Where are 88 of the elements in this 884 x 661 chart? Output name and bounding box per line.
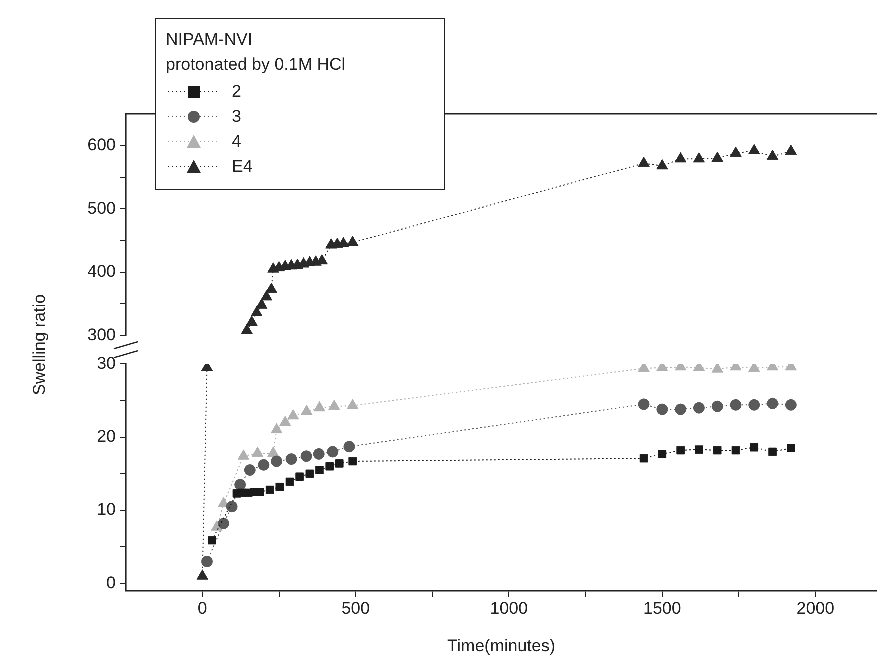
point [218, 518, 230, 530]
point [767, 398, 779, 410]
point [344, 441, 356, 453]
point [768, 448, 777, 456]
point [286, 454, 298, 466]
point [276, 482, 284, 492]
point [712, 152, 724, 162]
point [300, 405, 313, 416]
point [327, 446, 339, 458]
point [241, 324, 253, 334]
y-tick-label: 0 [106, 573, 116, 592]
point [675, 404, 687, 416]
point [676, 446, 685, 455]
point [785, 399, 797, 411]
point [638, 364, 650, 372]
x-tick-label: 2000 [796, 598, 835, 618]
point [238, 450, 250, 460]
point [280, 416, 292, 426]
point [270, 423, 283, 434]
point [208, 536, 216, 545]
point [656, 159, 668, 170]
point [748, 144, 760, 154]
point [658, 450, 667, 458]
point [750, 443, 759, 452]
point [271, 456, 283, 468]
point [266, 486, 274, 494]
point [266, 282, 278, 294]
point [286, 478, 294, 486]
y-tick-label: 600 [88, 136, 116, 155]
point [638, 156, 650, 168]
point [244, 464, 256, 476]
point [326, 462, 334, 471]
y-tick-label: 500 [88, 198, 116, 218]
point [287, 409, 300, 420]
point [226, 501, 238, 513]
y-tick-label: 30 [97, 354, 116, 373]
point [313, 448, 325, 460]
point [348, 457, 357, 466]
x-axis-title: Time(minutes) [448, 636, 556, 656]
point [246, 316, 258, 326]
x-tick-label: 0 [198, 598, 208, 618]
y-axis-title: Swelling ratio [30, 294, 50, 396]
point [296, 472, 304, 482]
point [346, 236, 359, 246]
point [712, 364, 724, 373]
point [201, 556, 213, 568]
point [256, 298, 268, 309]
point [346, 399, 359, 410]
point [712, 400, 724, 412]
y-tick-label: 400 [88, 262, 116, 282]
legend-label: 4 [232, 132, 242, 152]
point [314, 401, 326, 412]
point [251, 306, 263, 317]
y-tick-label: 10 [97, 500, 116, 520]
point [674, 152, 687, 163]
legend-label: 3 [232, 106, 242, 126]
point [748, 399, 760, 411]
point [260, 290, 273, 301]
point [656, 404, 668, 416]
point [328, 400, 340, 410]
point [713, 446, 722, 455]
point [638, 398, 650, 410]
point [693, 402, 705, 414]
point [693, 152, 706, 163]
point [732, 446, 740, 455]
point [306, 470, 314, 478]
point [730, 146, 742, 157]
point [787, 444, 796, 452]
point [256, 488, 264, 496]
point [316, 466, 324, 474]
y-tick-label: 20 [97, 427, 116, 446]
point [785, 144, 798, 156]
point [766, 150, 779, 160]
point [300, 450, 312, 462]
x-tick-label: 1000 [490, 598, 528, 618]
legend-title: NIPAM-NVI protonated by 0.1M HCl [166, 29, 347, 76]
point [336, 460, 344, 468]
x-tick-label: 1500 [644, 598, 682, 618]
y-tick-label: 300 [88, 325, 116, 344]
legend-label: 2 [232, 82, 242, 102]
point [730, 399, 742, 411]
x-tick-label: 500 [342, 598, 370, 618]
legend-label: E4 [232, 156, 253, 176]
point [695, 446, 704, 454]
point [258, 459, 270, 471]
point [234, 479, 246, 491]
point [640, 454, 648, 463]
point [748, 364, 760, 372]
